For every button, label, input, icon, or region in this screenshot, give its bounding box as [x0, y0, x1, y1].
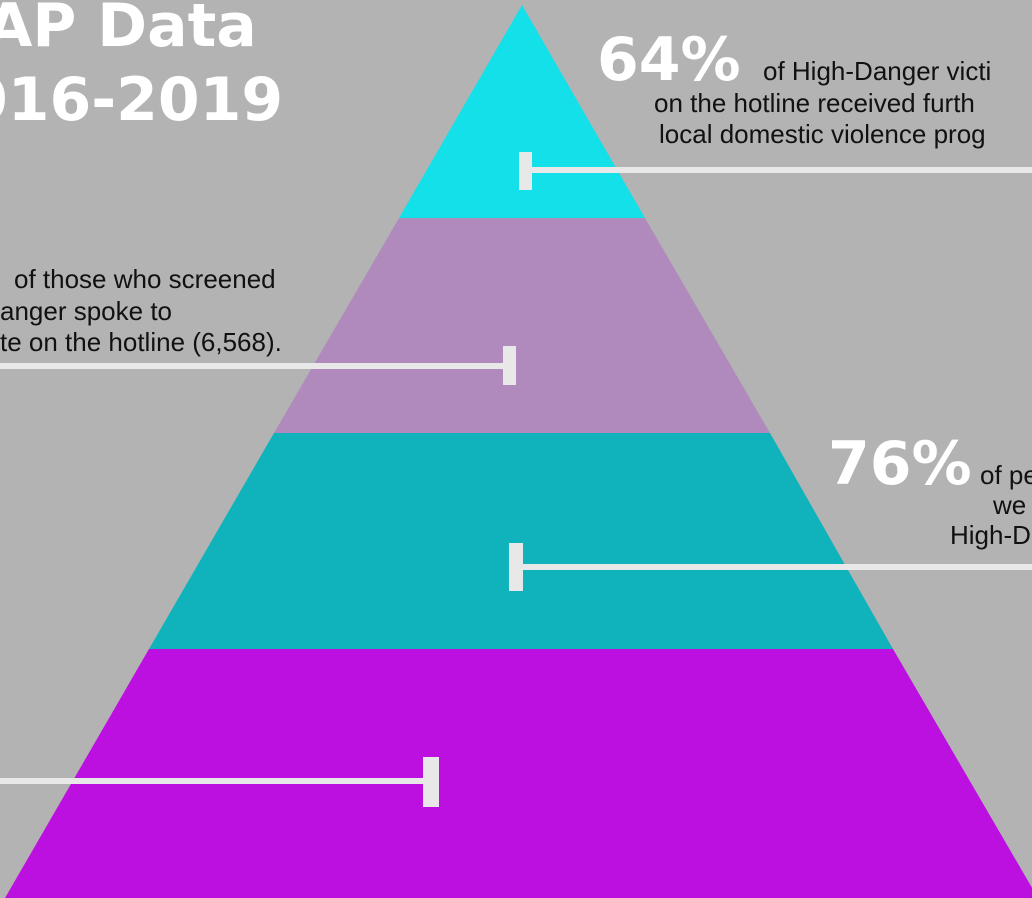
callout-text: te on the hotline (6,568).	[0, 327, 282, 357]
connector-line	[516, 564, 1032, 570]
callout-text: of those who screened	[14, 264, 276, 294]
callout-text: of High-Danger victi	[763, 56, 991, 86]
connector-line	[0, 778, 431, 784]
title-line: AP Data	[0, 0, 257, 61]
pyramid-tier-4	[5, 649, 1032, 898]
connector-cap	[519, 152, 532, 190]
pyramid-tier-1	[399, 5, 645, 218]
callout-text: of pe	[980, 460, 1032, 490]
callout-text: High-D	[950, 520, 1031, 550]
pyramid-tier-3	[149, 433, 893, 649]
callout-text: on the hotline received furth	[654, 88, 975, 118]
connector-cap	[423, 757, 439, 807]
callout-text: local domestic violence prog	[659, 119, 986, 149]
connector-line	[526, 167, 1032, 173]
callout-text: we	[992, 490, 1026, 520]
callout-text: anger spoke to	[0, 296, 172, 326]
connector-cap	[509, 543, 523, 591]
title-line: 016-2019	[0, 65, 283, 135]
connector-line	[0, 363, 510, 369]
stat: 64%	[597, 25, 741, 95]
pyramid-tier-2	[274, 218, 770, 433]
connector-cap	[503, 346, 516, 385]
stat: 76%	[828, 429, 972, 499]
